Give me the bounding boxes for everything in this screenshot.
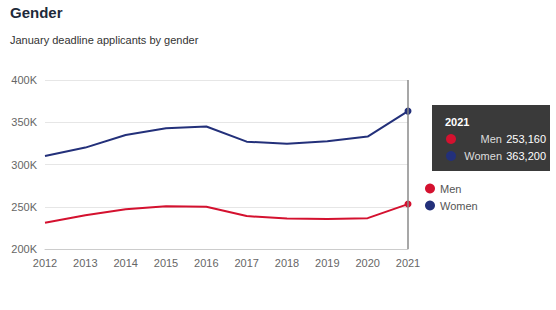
svg-text:Women: Women [464, 150, 502, 162]
svg-text:Men: Men [481, 133, 502, 145]
svg-text:Men: Men [440, 183, 461, 195]
svg-text:350K: 350K [11, 116, 37, 128]
svg-text:2012: 2012 [33, 257, 57, 269]
svg-text:2014: 2014 [113, 257, 137, 269]
svg-text:January deadline applicants by: January deadline applicants by gender [10, 34, 199, 46]
svg-text:400K: 400K [11, 74, 37, 86]
svg-text:2017: 2017 [234, 257, 258, 269]
svg-text:2021: 2021 [445, 116, 469, 128]
svg-text:2016: 2016 [194, 257, 218, 269]
svg-text:2020: 2020 [355, 257, 379, 269]
svg-text:300K: 300K [11, 159, 37, 171]
svg-text:2019: 2019 [315, 257, 339, 269]
svg-text:Women: Women [440, 200, 478, 212]
svg-text:2021: 2021 [396, 257, 420, 269]
svg-text:250K: 250K [11, 201, 37, 213]
svg-text:Gender: Gender [10, 4, 63, 21]
svg-text:200K: 200K [11, 243, 37, 255]
svg-text:2018: 2018 [275, 257, 299, 269]
svg-text:363,200: 363,200 [506, 150, 546, 162]
svg-text:2015: 2015 [154, 257, 178, 269]
svg-text:253,160: 253,160 [506, 133, 546, 145]
svg-text:2013: 2013 [73, 257, 97, 269]
